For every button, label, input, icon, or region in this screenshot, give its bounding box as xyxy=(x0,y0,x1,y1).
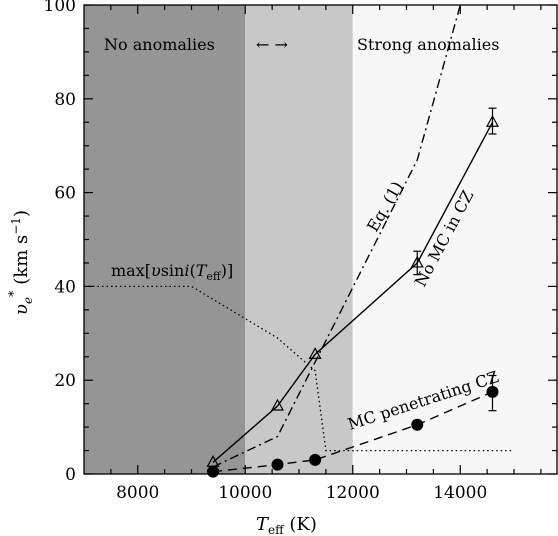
data-point-circle xyxy=(309,453,322,466)
y-tick-label: 80 xyxy=(54,90,76,110)
region-label-strong-anomalies: Strong anomalies xyxy=(357,35,499,54)
data-point-triangle xyxy=(270,398,285,411)
y-tick-label: 40 xyxy=(54,277,76,297)
data-point-triangle xyxy=(308,347,322,360)
data-point-circle xyxy=(486,385,499,398)
region-label-no-anomalies: No anomalies xyxy=(104,35,215,54)
data-point-circle xyxy=(411,418,424,431)
region-transition xyxy=(245,5,353,474)
region-label-arrows: ← → xyxy=(256,35,288,54)
data-point-circle xyxy=(207,465,219,478)
region-strong-anomalies xyxy=(352,5,557,474)
data-point-triangle xyxy=(410,255,424,268)
series-layer xyxy=(84,4,514,478)
region-no-anomalies xyxy=(84,5,246,474)
series-line-eq-1 xyxy=(212,4,461,468)
y-tick-label: 60 xyxy=(54,184,76,204)
y-tick-label: 0 xyxy=(65,465,76,485)
x-axis-title: Teff (K) xyxy=(256,514,317,536)
series-line-no-mc-in-cz xyxy=(212,121,494,463)
y-tick-label: 20 xyxy=(54,371,76,391)
y-axis-title: υe* (km s−1) xyxy=(7,210,35,315)
tick-layer: 8000 10000 12000 14000 0 20 40 60 80 100 xyxy=(44,0,557,503)
data-point-triangle xyxy=(485,115,500,127)
data-point-circle xyxy=(271,458,284,471)
annotation-max-vsini: max[υsini(Teff)] xyxy=(111,261,233,283)
x-tick-label: 8000 xyxy=(116,483,159,503)
x-tick-label: 14000 xyxy=(433,483,487,503)
x-tick-label: 10000 xyxy=(218,483,272,503)
series-line-max-vsini-teff xyxy=(84,285,514,452)
y-tick-label: 100 xyxy=(44,0,76,16)
x-tick-label: 12000 xyxy=(326,483,380,503)
